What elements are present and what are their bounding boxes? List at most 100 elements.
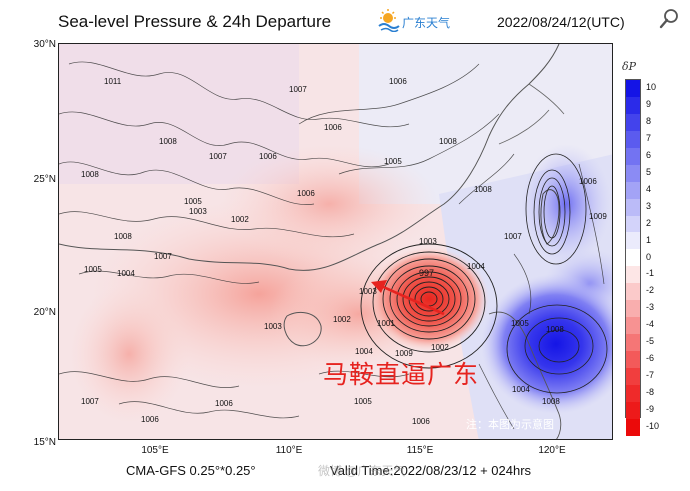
zoom-search-icon[interactable] [658, 8, 680, 30]
colorbar-cell [626, 300, 640, 318]
lon-label: 120°E [538, 445, 566, 456]
track-arrow [371, 280, 445, 316]
taiwan-low-isobars [525, 153, 587, 265]
colorbar-tick-label: -4 [646, 319, 655, 330]
isobar-labels: 1011 1008 1006 1007 1006 1007 1008 1005 … [81, 77, 607, 426]
colorbar-tick-label: -9 [646, 404, 655, 415]
colorbar-tick-label: 8 [646, 115, 652, 126]
schematic-note: 注：本图为示意图 [466, 418, 554, 431]
isobar-label: 1002 [231, 215, 249, 224]
typhoon-low-core [369, 247, 489, 351]
colorbar-cell [626, 96, 640, 114]
colorbar-tick-label: -7 [646, 370, 655, 381]
isobar-label: 1003 [189, 207, 207, 216]
colorbar-cell [626, 266, 640, 284]
isobar-label: 1005 [354, 397, 372, 406]
isobar-label: 1007 [81, 397, 99, 406]
coastline-taiwan [540, 189, 560, 245]
colorbar-tick-label: -3 [646, 302, 655, 313]
warm-region-indochina [69, 284, 189, 424]
colorbar-tick-label: -6 [646, 353, 655, 364]
colorbar-cell [626, 198, 640, 216]
colorbar-cell [626, 367, 640, 385]
isobar-label: 1008 [542, 397, 560, 406]
isobar-label: 1005 [511, 319, 529, 328]
headline-annotation: 马鞍直逼广东 [323, 360, 480, 389]
isobar-label: 1003 [359, 287, 377, 296]
colorbar-cell [626, 215, 640, 233]
colorbar-title: δP [622, 60, 637, 73]
isobar-label: 1009 [589, 212, 607, 221]
colorbar-cell [626, 384, 640, 402]
isobar-label: 1002 [431, 343, 449, 352]
isobar-label: 1003 [419, 237, 437, 246]
lat-label: 20°N [33, 307, 56, 318]
colorbar-cell [626, 164, 640, 182]
cold-region-philippine-sea [481, 274, 612, 414]
isobar-label: 1008 [474, 185, 492, 194]
isobar-label: 1007 [504, 232, 522, 241]
colorbar-cell [626, 181, 640, 199]
colorbar-cell [626, 130, 640, 148]
typhoon-center-label: 997 [419, 268, 434, 278]
lon-label: 110°E [275, 445, 303, 456]
colorbar-tick-label: -8 [646, 387, 655, 398]
colorbar-tick-label: -1 [646, 268, 655, 279]
isobar-label: 1008 [81, 170, 99, 179]
isobar-label: 1004 [512, 385, 530, 394]
coastline-ryukyu [498, 83, 565, 145]
valid-time: Valid Time:2022/08/23/12 + 024hrs [330, 463, 532, 478]
isobar-label: 1001 [377, 319, 395, 328]
isobar-label: 1006 [297, 189, 315, 198]
colorbar-tick-label: 1 [646, 234, 652, 245]
east-low-isobars [506, 304, 608, 394]
colorbar-tick-label: 5 [646, 166, 652, 177]
colorbar-cell [626, 351, 640, 368]
weibo-watermark: 微博 @广东天气 [318, 464, 406, 478]
isobar-label: 1008 [439, 137, 457, 146]
lat-label: 30°N [33, 39, 56, 50]
coastline-mainland [59, 44, 560, 271]
model-caption: CMA-GFS 0.25°*0.25° [126, 463, 256, 478]
isobar-label: 1008 [159, 137, 177, 146]
colorbar-tick-label: 4 [646, 183, 652, 194]
map-title: Sea-level Pressure & 24h Departure [58, 12, 332, 31]
colorbar-cell [626, 401, 640, 419]
isobar-label: 1004 [117, 269, 135, 278]
colorbar-cell [626, 113, 640, 131]
sun-icon [378, 9, 400, 32]
colorbar-tick-label: 7 [646, 132, 652, 143]
colorbar-tick-label: -5 [646, 336, 655, 347]
colorbar-cell [626, 283, 640, 301]
coastline-hainan [283, 311, 322, 347]
pressure-map: 1011 1008 1006 1007 1006 1007 1008 1005 … [58, 43, 613, 440]
colorbar-cell [626, 334, 640, 351]
valid-stamp: 2022/08/24/12(UTC) [497, 14, 625, 30]
colorbar-tick-label: 2 [646, 217, 652, 228]
isobar-label: 1002 [333, 315, 351, 324]
coastline-luzon [488, 311, 562, 439]
colorbar-cell [626, 232, 640, 250]
colorbar-cell [626, 80, 640, 97]
isobar-label: 1006 [141, 415, 159, 424]
colorbar [625, 79, 641, 436]
isobar-label: 1009 [395, 349, 413, 358]
isobar-label: 1011 [104, 77, 122, 86]
isobar-label: 1004 [355, 347, 373, 356]
colorbar-cell [626, 249, 640, 267]
isobar-label: 1006 [259, 152, 277, 161]
isobar-label: 1007 [289, 85, 307, 94]
map-canvas: 1011 1008 1006 1007 1006 1007 1008 1005 … [59, 44, 612, 439]
isobar-label: 1004 [467, 262, 485, 271]
isobar-label: 1006 [389, 77, 407, 86]
warm-region-central [219, 144, 439, 264]
isobar-label: 1003 [264, 322, 282, 331]
isobar-label: 1008 [114, 232, 132, 241]
lat-label: 25°N [33, 174, 56, 185]
lat-label: 15°N [33, 437, 56, 448]
isobar-label: 1005 [184, 197, 202, 206]
lon-label: 105°E [141, 445, 169, 456]
typhoon-isobars [360, 243, 498, 369]
colorbar-cell [626, 147, 640, 165]
colorbar-tick-label: -2 [646, 285, 655, 296]
